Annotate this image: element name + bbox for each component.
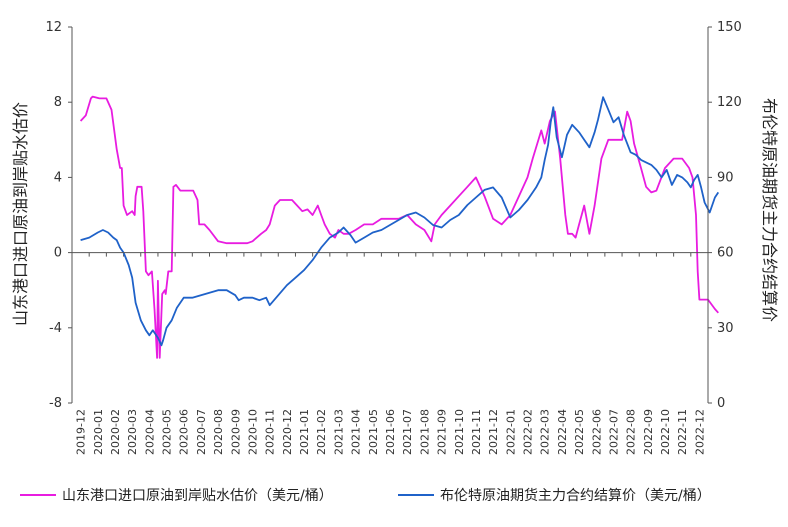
x-tick-label: 2020-08	[212, 409, 225, 455]
right-tick-label: 0	[717, 396, 725, 411]
x-tick-label: 2020-04	[143, 409, 156, 455]
left-tick-label: -8	[49, 396, 62, 411]
x-tick-label: 2022-12	[693, 409, 706, 455]
x-tick-label: 2021-11	[470, 409, 483, 455]
x-tick-label: 2022-11	[676, 409, 689, 455]
x-tick-label: 2020-09	[229, 409, 242, 455]
x-tick-label: 2020-06	[178, 409, 191, 455]
x-tick-label: 2021-10	[453, 409, 466, 455]
left-tick-label: 4	[54, 170, 62, 185]
x-tick-label: 2020-02	[109, 409, 122, 455]
right-axis-ticks: 0 30 60 90 120 150	[708, 20, 742, 411]
x-tick-label: 2020-10	[246, 409, 259, 455]
series-line-brent	[80, 96, 720, 347]
left-axis-title: 山东港口进口原油到岸贴水估价	[11, 102, 30, 326]
x-tick-label: 2020-07	[195, 409, 208, 455]
x-tick-label: 2021-06	[384, 409, 397, 455]
legend-label: 布伦特原油期货主力合约结算价（美元/桶）	[440, 487, 711, 504]
x-tick-label: 2021-03	[332, 409, 345, 455]
x-tick-label: 2020-11	[264, 409, 277, 455]
series-line-discount	[79, 95, 719, 359]
x-tick-label: 2020-03	[126, 409, 139, 455]
right-tick-label: 60	[717, 246, 734, 261]
right-tick-label: 150	[717, 20, 742, 35]
x-tick-label: 2022-09	[642, 409, 655, 455]
x-tick-label: 2021-08	[418, 409, 431, 455]
left-axis-ticks: -8 -4 0 4 8 12	[45, 20, 72, 411]
x-tick-label: 2022-02	[522, 409, 535, 455]
x-tick-label: 2022-10	[659, 409, 672, 455]
x-tick-label: 2020-01	[92, 409, 105, 455]
plot-lines	[79, 95, 720, 359]
x-tick-label: 2022-01	[504, 409, 517, 455]
right-tick-label: 120	[717, 95, 742, 110]
x-tick-label: 2022-05	[573, 409, 586, 455]
right-axis-title: 布伦特原油期货主力合约结算价	[760, 98, 779, 322]
right-tick-label: 30	[717, 321, 734, 336]
left-tick-label: -4	[49, 321, 62, 336]
legend: 山东港口进口原油到岸贴水估价（美元/桶） 布伦特原油期货主力合约结算价（美元/桶）	[20, 487, 711, 504]
x-tick-label: 2021-12	[487, 409, 500, 455]
x-tick-label: 2021-07	[401, 409, 414, 455]
left-tick-label: 0	[54, 246, 62, 261]
x-tick-label: 2021-05	[367, 409, 380, 455]
x-axis-ticks: 2019-12 2020-01 2020-02 2020-03 2020-04 2020-…	[71, 252, 706, 455]
left-tick-label: 8	[54, 95, 62, 110]
x-tick-label: 2022-04	[556, 409, 569, 455]
left-tick-label: 12	[45, 20, 62, 35]
x-tick-label: 2021-09	[436, 409, 449, 455]
x-tick-label: 2021-04	[350, 409, 363, 455]
x-tick-label: 2020-05	[161, 409, 174, 455]
right-tick-label: 90	[717, 170, 734, 185]
x-tick-label: 2022-07	[607, 409, 620, 455]
x-tick-label: 2020-12	[281, 409, 294, 455]
x-tick-label: 2022-03	[539, 409, 552, 455]
x-tick-label: 2021-02	[315, 409, 328, 455]
x-tick-label: 2019-12	[75, 409, 88, 455]
legend-label: 山东港口进口原油到岸贴水估价（美元/桶）	[62, 488, 333, 504]
x-tick-label: 2022-06	[590, 409, 603, 455]
x-tick-label: 2021-01	[298, 409, 311, 455]
x-tick-label: 2022-08	[625, 409, 638, 455]
